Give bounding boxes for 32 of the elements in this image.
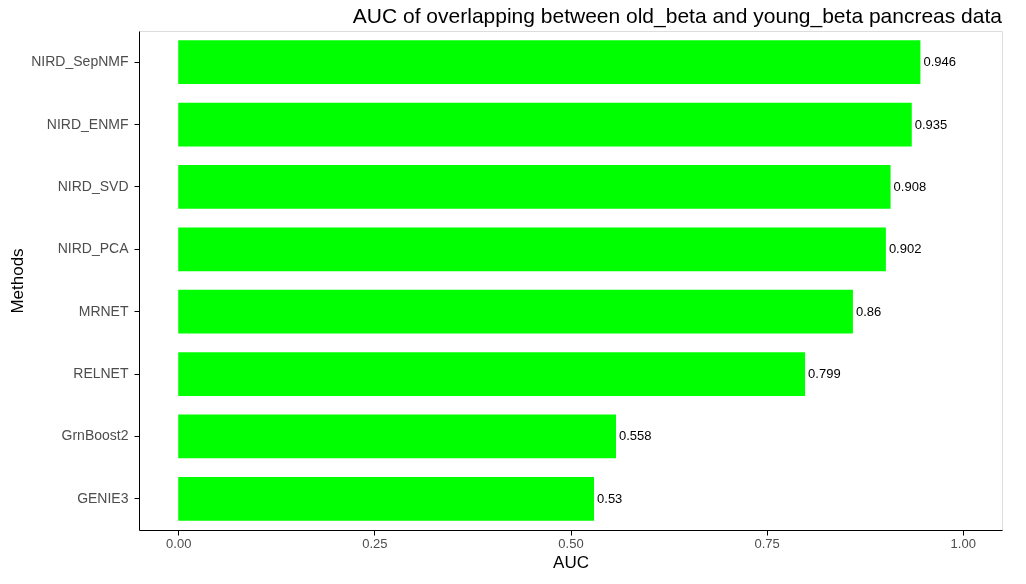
x-tick-label: 0.25 bbox=[362, 535, 388, 551]
bar bbox=[178, 414, 616, 459]
y-tick-label: NIRD_ENMF bbox=[46, 115, 129, 132]
y-tick-label: NIRD_PCA bbox=[57, 240, 130, 257]
y-tick-label: NIRD_SepNMF bbox=[31, 53, 129, 70]
x-axis-title: AUC bbox=[553, 552, 589, 572]
bar bbox=[178, 289, 853, 334]
y-tick-label: MRNET bbox=[78, 302, 129, 319]
chart-title: AUC of overlapping between old_beta and young_beta pancreas data bbox=[352, 4, 1003, 28]
y-tick-label: GENIE3 bbox=[77, 489, 129, 506]
bar bbox=[178, 352, 806, 396]
x-tick-label: 0.00 bbox=[166, 535, 192, 551]
y-tick-label: NIRD_SVD bbox=[57, 177, 129, 194]
x-tick-label: 0.75 bbox=[754, 535, 780, 551]
x-tick-label: 0.50 bbox=[558, 535, 584, 551]
y-tick-label: GrnBoost2 bbox=[61, 427, 129, 444]
y-axis-title: Methods bbox=[8, 248, 28, 314]
data-label: 0.86 bbox=[855, 303, 882, 319]
data-label: 0.799 bbox=[808, 366, 841, 382]
data-label: 0.53 bbox=[597, 490, 623, 506]
data-label: 0.558 bbox=[619, 428, 652, 444]
bar bbox=[178, 227, 886, 272]
x-tick-label: 1.00 bbox=[950, 535, 976, 551]
bar bbox=[178, 40, 921, 85]
data-label: 0.908 bbox=[893, 178, 927, 194]
data-label: 0.902 bbox=[888, 241, 922, 257]
bar bbox=[178, 476, 595, 521]
y-tick-label: RELNET bbox=[73, 365, 129, 382]
bar bbox=[178, 102, 912, 147]
bar bbox=[178, 165, 891, 209]
data-label: 0.946 bbox=[923, 54, 956, 70]
data-label: 0.935 bbox=[914, 116, 948, 132]
